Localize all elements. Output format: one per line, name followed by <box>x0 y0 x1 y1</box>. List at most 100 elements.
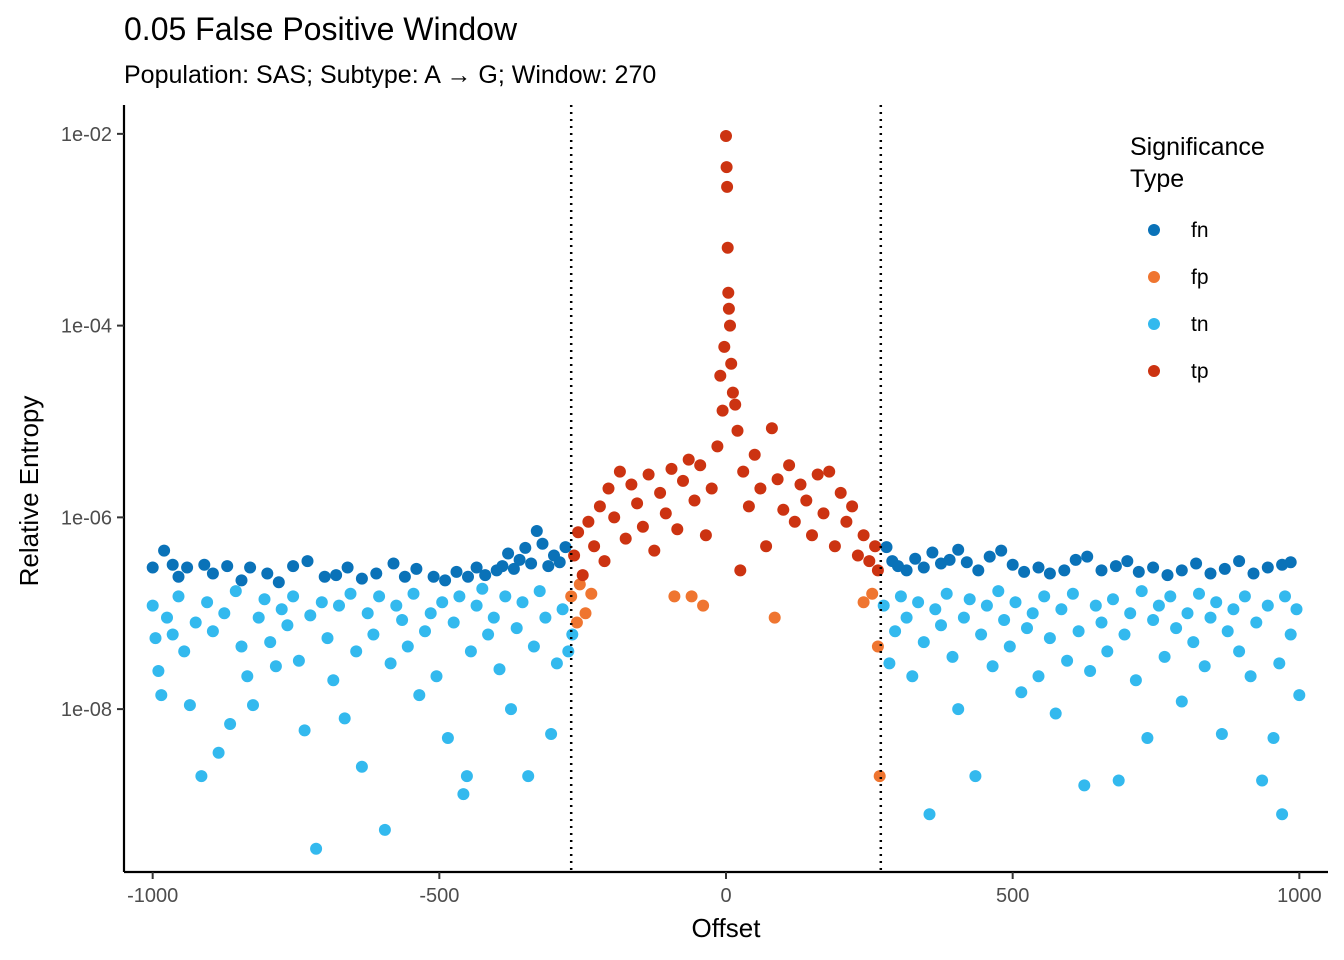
point-fp <box>668 590 681 603</box>
point-tp <box>718 340 731 353</box>
point-tn <box>1210 596 1223 609</box>
point-tn <box>1290 603 1303 616</box>
x-tick-label: 0 <box>720 885 731 907</box>
point-fn <box>1081 550 1094 563</box>
point-fp <box>685 590 698 603</box>
x-axis-title: Offset <box>692 913 762 943</box>
point-tn <box>1078 779 1091 792</box>
point-tp <box>716 404 729 417</box>
point-tp <box>823 465 836 478</box>
x-tick-label: 500 <box>996 885 1029 907</box>
point-fn <box>1247 567 1260 580</box>
point-tn <box>505 703 517 716</box>
point-fn <box>1006 558 1019 571</box>
point-fn <box>559 541 572 554</box>
point-tn <box>361 607 374 620</box>
point-tn <box>1250 616 1263 629</box>
point-tn <box>310 842 323 855</box>
point-tp <box>572 526 585 539</box>
point-fn <box>1161 569 1174 582</box>
chart-title: 0.05 False Positive Window <box>124 11 518 47</box>
point-tp <box>742 500 755 513</box>
point-tn <box>1095 616 1108 629</box>
point-tn <box>460 770 473 783</box>
point-tn <box>201 596 214 609</box>
point-tn <box>212 746 225 759</box>
point-fn <box>536 537 549 550</box>
point-tn <box>487 611 500 624</box>
point-tn <box>556 603 569 616</box>
point-tp <box>765 422 778 435</box>
point-fn <box>330 569 343 582</box>
point-fn <box>1204 567 1217 580</box>
point-fn <box>450 565 463 578</box>
point-fn <box>502 547 515 560</box>
point-tp <box>625 478 638 491</box>
legend-key-fp <box>1148 271 1160 283</box>
point-tn <box>218 607 231 620</box>
points-layer <box>146 130 1306 855</box>
point-tn <box>401 640 414 653</box>
point-tn <box>195 770 208 783</box>
vline-layer <box>569 105 883 872</box>
point-fn <box>900 564 913 577</box>
point-tn <box>889 625 902 638</box>
point-tn <box>390 599 403 612</box>
point-fn <box>318 570 331 583</box>
point-fn <box>387 557 400 570</box>
point-fn <box>261 567 274 580</box>
point-tn <box>298 724 311 737</box>
point-tp <box>699 529 712 542</box>
point-tn <box>1170 622 1183 635</box>
point-tp <box>593 500 606 513</box>
point-tn <box>923 808 936 821</box>
point-tn <box>1284 628 1297 641</box>
point-tn <box>516 596 529 609</box>
point-tn <box>241 670 254 683</box>
point-tn <box>1038 590 1051 603</box>
point-tp <box>608 511 621 524</box>
point-tp <box>588 540 601 553</box>
point-tn <box>929 603 942 616</box>
point-fn <box>926 546 939 559</box>
point-tn <box>321 632 334 645</box>
point-tn <box>1129 674 1142 687</box>
point-tn <box>355 760 368 773</box>
point-tp <box>840 515 853 528</box>
point-tn <box>912 596 925 609</box>
point-tp <box>724 319 736 332</box>
point-fn <box>1043 567 1056 580</box>
point-tp <box>720 130 732 142</box>
point-fn <box>272 576 285 589</box>
point-tn <box>1267 732 1280 744</box>
point-tn <box>419 625 431 638</box>
point-fn <box>513 553 526 566</box>
point-tn <box>917 636 930 649</box>
point-fn <box>146 561 159 574</box>
point-fn <box>530 525 543 537</box>
point-tp <box>721 180 734 193</box>
point-tp <box>863 555 876 568</box>
point-tn <box>1118 628 1131 641</box>
point-tn <box>1227 603 1240 616</box>
point-tp <box>869 540 882 553</box>
legend-key-fn <box>1148 224 1160 236</box>
point-tn <box>281 619 294 632</box>
point-tn <box>252 611 265 624</box>
point-tp <box>598 555 611 568</box>
point-tn <box>315 596 328 609</box>
point-fn <box>181 561 194 574</box>
point-tn <box>877 599 890 612</box>
point-tn <box>224 718 237 730</box>
point-tn <box>447 616 460 629</box>
point-tn <box>894 590 907 603</box>
point-tn <box>344 587 357 600</box>
point-tp <box>722 286 735 299</box>
point-tn <box>269 660 282 673</box>
point-tn <box>166 628 179 641</box>
point-tn <box>1084 665 1097 677</box>
point-tn <box>396 614 409 626</box>
point-fn <box>1147 561 1160 574</box>
point-tn <box>562 645 575 658</box>
series-fp <box>565 578 886 783</box>
